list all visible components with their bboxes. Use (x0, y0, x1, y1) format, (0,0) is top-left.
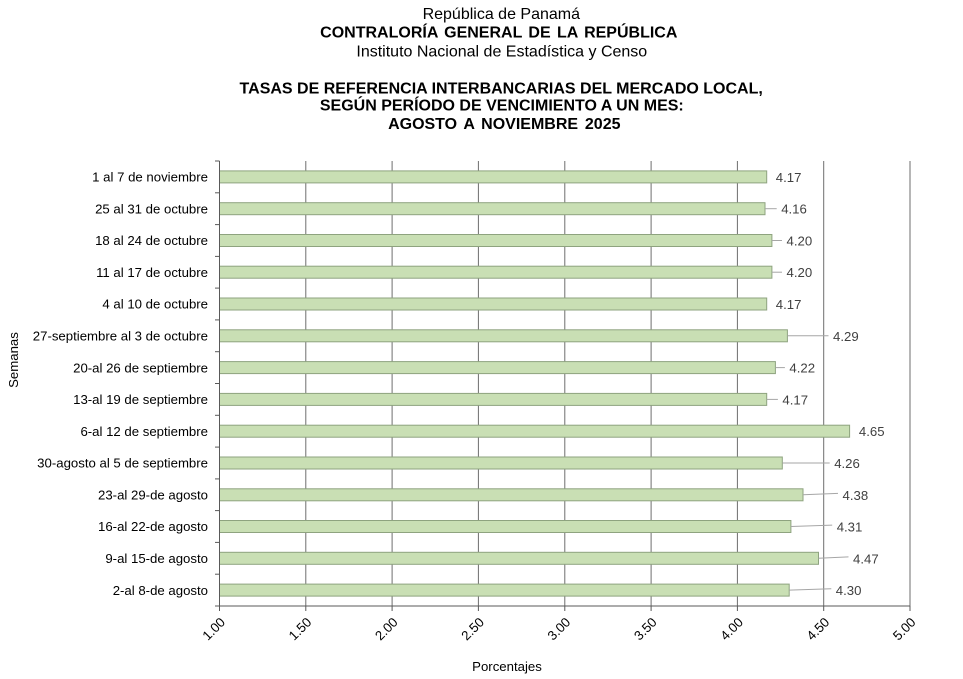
svg-text:4 al 10 de octubre: 4 al 10 de octubre (102, 297, 208, 312)
svg-text:4.47: 4.47 (853, 551, 879, 566)
svg-text:TASAS DE REFERENCIA INTERBANCA: TASAS DE REFERENCIA INTERBANCARIAS DEL M… (240, 81, 763, 98)
svg-text:1 al 7 de noviembre: 1 al 7 de noviembre (92, 170, 208, 185)
svg-text:Porcentajes: Porcentajes (472, 659, 542, 674)
svg-text:4.17: 4.17 (782, 392, 808, 407)
svg-text:4.22: 4.22 (789, 361, 815, 376)
svg-text:27-septiembre al 3 de octubre: 27-septiembre al 3 de octubre (33, 329, 208, 344)
svg-text:4.29: 4.29 (833, 329, 859, 344)
svg-text:20-al 26 de septiembre: 20-al 26 de septiembre (73, 360, 208, 375)
svg-text:Semanas: Semanas (6, 332, 21, 388)
svg-text:4.38: 4.38 (843, 488, 869, 503)
svg-text:AGOSTO A NOVIEMBRE 2025: AGOSTO A NOVIEMBRE 2025 (388, 116, 621, 133)
svg-text:13-al 19 de septiembre: 13-al 19 de septiembre (73, 392, 208, 407)
svg-text:4.31: 4.31 (837, 520, 863, 535)
svg-text:República de Panamá: República de Panamá (423, 6, 581, 23)
svg-text:18 al 24 de octubre: 18 al 24 de octubre (95, 233, 208, 248)
svg-text:4.26: 4.26 (834, 456, 860, 471)
svg-text:23-al 29-de agosto: 23-al 29-de agosto (98, 487, 208, 502)
svg-text:4.30: 4.30 (836, 583, 862, 598)
svg-text:4.17: 4.17 (776, 170, 802, 185)
svg-text:9-al 15-de agosto: 9-al 15-de agosto (105, 551, 208, 566)
svg-text:CONTRALORÍA GENERAL DE LA REPÚ: CONTRALORÍA GENERAL DE LA REPÚBLICA (320, 22, 678, 41)
svg-text:4.16: 4.16 (781, 202, 807, 217)
svg-text:6-al 12 de septiembre: 6-al 12 de septiembre (80, 424, 208, 439)
svg-text:25 al 31 de octubre: 25 al 31 de octubre (95, 201, 208, 216)
svg-text:2-al 8-de agosto: 2-al 8-de agosto (113, 583, 208, 598)
svg-text:4.17: 4.17 (776, 297, 802, 312)
svg-text:30-agosto al 5 de septiembre: 30-agosto al 5 de septiembre (37, 456, 208, 471)
svg-text:Instituto Nacional de Estadíst: Instituto Nacional de Estadística y Cens… (356, 43, 647, 60)
svg-text:4.20: 4.20 (787, 234, 813, 249)
svg-text:SEGÚN PERÍODO DE VENCIMIENTO A: SEGÚN PERÍODO DE VENCIMIENTO A UN MES: (320, 96, 684, 115)
svg-text:11 al 17 de octubre: 11 al 17 de octubre (96, 265, 208, 280)
svg-text:4.65: 4.65 (859, 424, 885, 439)
svg-text:16-al 22-de agosto: 16-al 22-de agosto (98, 519, 208, 534)
svg-text:4.20: 4.20 (787, 265, 813, 280)
